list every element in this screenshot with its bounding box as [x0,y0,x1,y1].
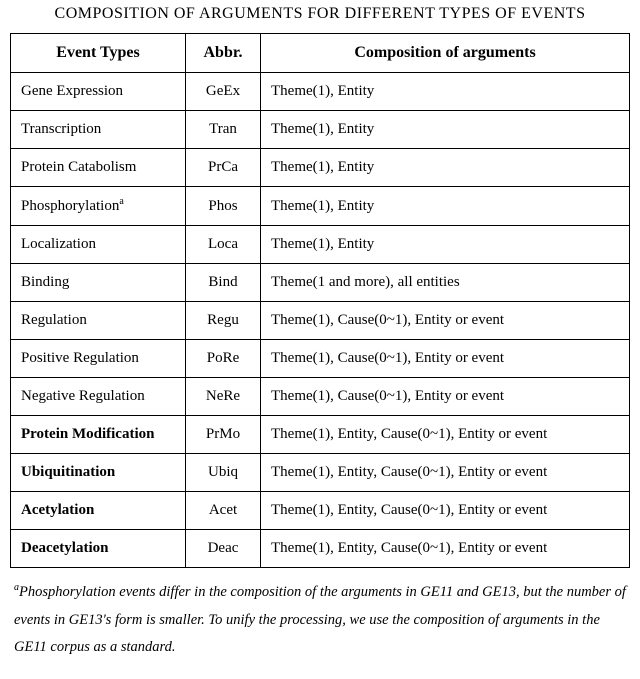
cell-abbr: Loca [186,226,261,264]
cell-event-type: Transcription [11,111,186,149]
cell-abbr: Regu [186,302,261,340]
cell-abbr: Acet [186,492,261,530]
cell-abbr: Tran [186,111,261,149]
cell-composition: Theme(1), Entity, Cause(0~1), Entity or … [261,492,630,530]
cell-event-type: Phosphorylationa [11,187,186,226]
cell-event-type: Negative Regulation [11,378,186,416]
header-abbr: Abbr. [186,33,261,72]
cell-abbr: NeRe [186,378,261,416]
table-row: TranscriptionTranTheme(1), Entity [11,111,630,149]
cell-composition: Theme(1), Entity [261,73,630,111]
cell-event-type: Protein Catabolism [11,149,186,187]
header-event-types: Event Types [11,33,186,72]
footnote: aPhosphorylation events differ in the co… [0,568,640,661]
table-row: RegulationReguTheme(1), Cause(0~1), Enti… [11,302,630,340]
cell-event-type: Deacetylation [11,530,186,568]
cell-event-type: Positive Regulation [11,340,186,378]
cell-event-type: Protein Modification [11,416,186,454]
cell-composition: Theme(1), Entity, Cause(0~1), Entity or … [261,454,630,492]
cell-abbr: PrMo [186,416,261,454]
footnote-text: Phosphorylation events differ in the com… [14,584,626,655]
cell-event-type: Regulation [11,302,186,340]
cell-composition: Theme(1), Entity [261,226,630,264]
cell-abbr: Ubiq [186,454,261,492]
cell-composition: Theme(1), Cause(0~1), Entity or event [261,378,630,416]
cell-event-type: Localization [11,226,186,264]
table-row: Negative RegulationNeReTheme(1), Cause(0… [11,378,630,416]
cell-event-type: Gene Expression [11,73,186,111]
cell-abbr: GeEx [186,73,261,111]
table-title: COMPOSITION OF ARGUMENTS FOR DIFFERENT T… [0,0,640,33]
superscript: a [119,196,123,207]
table-row: DeacetylationDeacTheme(1), Entity, Cause… [11,530,630,568]
cell-abbr: Deac [186,530,261,568]
cell-abbr: Phos [186,187,261,226]
arguments-table: Event Types Abbr. Composition of argumen… [10,33,630,568]
table-row: Protein ModificationPrMoTheme(1), Entity… [11,416,630,454]
cell-abbr: PrCa [186,149,261,187]
header-composition: Composition of arguments [261,33,630,72]
cell-composition: Theme(1), Entity, Cause(0~1), Entity or … [261,530,630,568]
cell-composition: Theme(1), Cause(0~1), Entity or event [261,302,630,340]
cell-abbr: PoRe [186,340,261,378]
cell-composition: Theme(1), Entity [261,187,630,226]
cell-composition: Theme(1), Entity [261,149,630,187]
cell-composition: Theme(1), Cause(0~1), Entity or event [261,340,630,378]
cell-composition: Theme(1), Entity [261,111,630,149]
cell-composition: Theme(1 and more), all entities [261,264,630,302]
cell-event-type: Acetylation [11,492,186,530]
cell-event-type: Binding [11,264,186,302]
table-row: Positive RegulationPoReTheme(1), Cause(0… [11,340,630,378]
table-row: BindingBindTheme(1 and more), all entiti… [11,264,630,302]
table-row: Gene ExpressionGeExTheme(1), Entity [11,73,630,111]
cell-event-type: Ubiquitination [11,454,186,492]
table-row: PhosphorylationaPhosTheme(1), Entity [11,187,630,226]
table-row: AcetylationAcetTheme(1), Entity, Cause(0… [11,492,630,530]
table-row: LocalizationLocaTheme(1), Entity [11,226,630,264]
cell-abbr: Bind [186,264,261,302]
table-row: Protein CatabolismPrCaTheme(1), Entity [11,149,630,187]
cell-composition: Theme(1), Entity, Cause(0~1), Entity or … [261,416,630,454]
table-row: UbiquitinationUbiqTheme(1), Entity, Caus… [11,454,630,492]
table-header-row: Event Types Abbr. Composition of argumen… [11,33,630,72]
